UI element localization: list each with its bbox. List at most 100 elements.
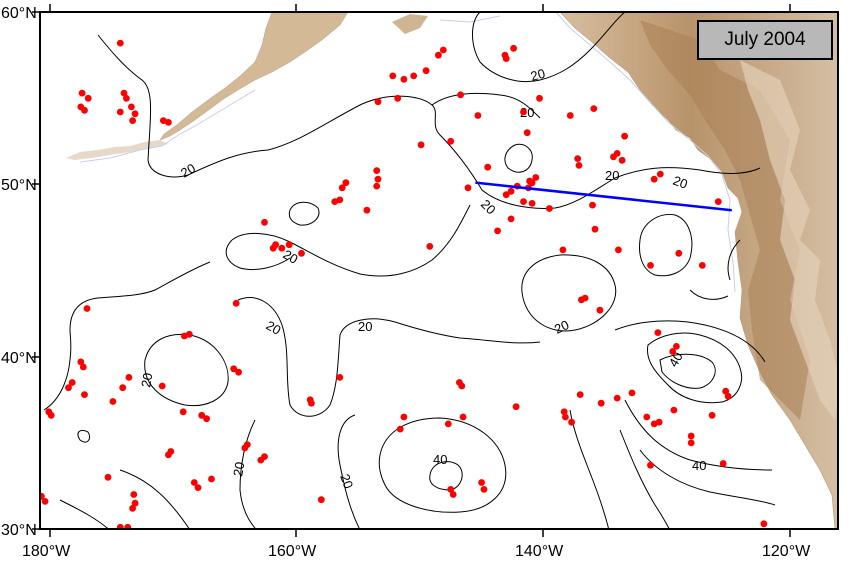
observation-point — [179, 408, 187, 416]
observation-point — [342, 179, 350, 187]
observation-point — [698, 262, 706, 269]
observation-point — [760, 520, 768, 528]
observation-point — [560, 408, 568, 416]
observation-point — [449, 491, 457, 498]
observation-point — [374, 98, 382, 106]
y-tick-label: 30°N — [1, 522, 37, 539]
observation-point — [400, 75, 408, 83]
observation-point — [447, 486, 455, 493]
observation-point — [576, 391, 584, 398]
observation-point — [127, 103, 135, 111]
contour-label: 20 — [552, 317, 571, 337]
observation-point — [41, 498, 49, 505]
observation-point — [589, 201, 596, 209]
observation-point — [83, 305, 91, 312]
observation-point — [502, 55, 510, 62]
observation-point — [673, 343, 680, 350]
x-tick-label: 160°W — [268, 543, 317, 560]
observation-point — [389, 72, 397, 80]
observation-point — [81, 391, 88, 398]
observation-point — [165, 451, 172, 459]
land-aleutians — [66, 140, 168, 160]
observation-point — [670, 406, 678, 414]
observation-point — [422, 67, 430, 75]
observation-point — [610, 153, 617, 161]
contour-label: 20 — [230, 461, 247, 478]
land-alaska — [159, 12, 349, 141]
observation-point — [502, 191, 510, 199]
observation-point — [507, 215, 515, 223]
observation-point — [484, 163, 492, 171]
observation-point — [363, 206, 371, 214]
observation-point — [536, 94, 543, 102]
observation-point — [669, 348, 677, 355]
observation-point — [675, 249, 683, 257]
map-title-box: July 2004 — [697, 20, 833, 60]
map-frame — [39, 11, 839, 530]
observation-point — [510, 44, 517, 52]
observation-point — [435, 51, 442, 59]
y-tick-label: 50°N — [1, 177, 37, 194]
contour-label: 20 — [671, 173, 690, 192]
observation-point — [81, 106, 88, 114]
observation-point — [621, 132, 628, 140]
observation-point — [158, 382, 166, 390]
observation-point — [123, 94, 130, 102]
observation-point — [426, 243, 434, 250]
observation-point — [131, 110, 139, 118]
observation-point — [116, 523, 124, 529]
observation-point — [590, 105, 598, 112]
observation-point — [647, 262, 654, 269]
observation-point — [235, 368, 243, 376]
observation-point — [116, 39, 124, 47]
observation-point — [618, 156, 626, 164]
observation-point — [528, 200, 536, 207]
observation-point — [714, 198, 722, 206]
observation-point — [596, 306, 604, 314]
observation-point — [331, 198, 339, 206]
shelf-outline — [79, 12, 736, 293]
observation-point — [116, 108, 124, 116]
contour-label: 20 — [337, 472, 356, 491]
observation-point — [650, 420, 658, 428]
observation-point — [458, 382, 466, 390]
contours — [43, 12, 776, 529]
observation-point — [40, 492, 45, 500]
observation-point — [410, 72, 418, 80]
observation-point — [374, 175, 382, 183]
observation-point — [77, 358, 85, 366]
y-tick-label: 40°N — [1, 350, 37, 367]
observation-point — [181, 332, 188, 340]
observation-point — [120, 89, 128, 97]
contour-label: 20 — [529, 66, 547, 84]
contour-label: 20 — [605, 168, 619, 183]
observation-point — [474, 112, 482, 119]
observation-point — [494, 227, 501, 235]
observation-point — [459, 413, 467, 421]
observation-point — [78, 89, 86, 97]
contour-labels: 20 20 20 20 20 20 20 20 20 20 20 20 20 4… — [138, 66, 706, 491]
observation-point — [257, 456, 265, 464]
observation-point — [394, 94, 402, 102]
observation-point — [130, 491, 138, 498]
observation-point — [722, 387, 730, 395]
contour-label: 20 — [178, 160, 198, 180]
observation-point — [109, 398, 117, 405]
observation-point — [208, 475, 215, 483]
observation-point — [523, 129, 531, 137]
observation-point — [628, 389, 636, 397]
observation-point — [190, 479, 198, 486]
observation-point — [597, 399, 605, 407]
land-kodiak — [392, 14, 428, 34]
observation-point — [444, 420, 452, 428]
observation-point — [613, 394, 621, 402]
observation-point — [129, 504, 137, 512]
transect-line — [475, 181, 732, 212]
observation-point — [79, 363, 87, 371]
x-tick-label: 180°W — [22, 543, 71, 560]
observation-point — [373, 182, 381, 190]
observation-point — [520, 198, 527, 206]
observation-point — [125, 374, 133, 381]
observation-point — [559, 246, 567, 254]
